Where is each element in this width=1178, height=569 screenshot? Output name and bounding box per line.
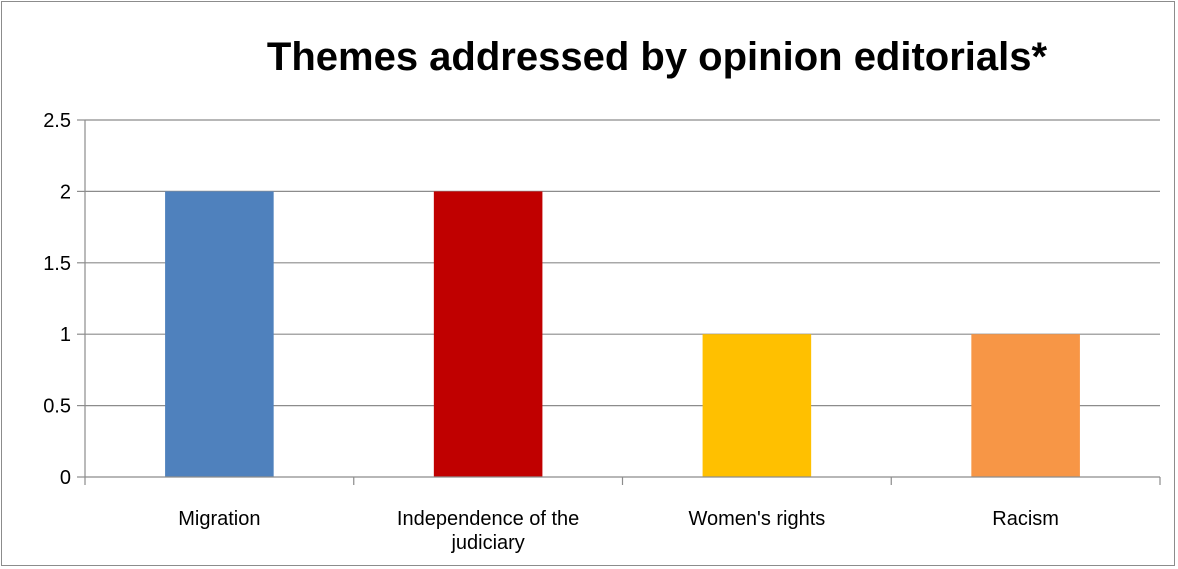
x-category-label: Racism [992,508,1059,530]
x-category-label: Women's rights [688,508,825,530]
x-category-label: Migration [178,508,260,530]
y-tick-label: 2 [60,181,71,203]
bar [971,334,1080,477]
x-category-label-line: judiciary [450,532,524,554]
y-tick-label: 0.5 [43,396,71,418]
bar [433,191,543,477]
x-category-label-line: Women's rights [688,508,825,530]
y-tick-labels: 0 0.5 1 1.5 2 2.5 [43,110,71,489]
x-category-label: Independence of the judiciary [397,508,579,554]
y-tick-label: 1 [60,324,71,346]
axes [77,119,1161,485]
x-category-label-line: Migration [178,508,260,530]
bars [165,191,1080,477]
chart-title: Themes addressed by opinion editorials* [267,35,1048,79]
y-tick-label: 0 [60,467,71,489]
bar [165,191,274,477]
x-category-label-line: Independence of the [397,508,579,530]
y-tick-label: 2.5 [43,110,71,132]
y-tick-label: 1.5 [43,253,71,275]
x-category-labels: Migration Independence of the judiciary Wom… [178,508,1059,554]
x-category-label-line: Racism [992,508,1059,530]
bar [702,334,812,477]
